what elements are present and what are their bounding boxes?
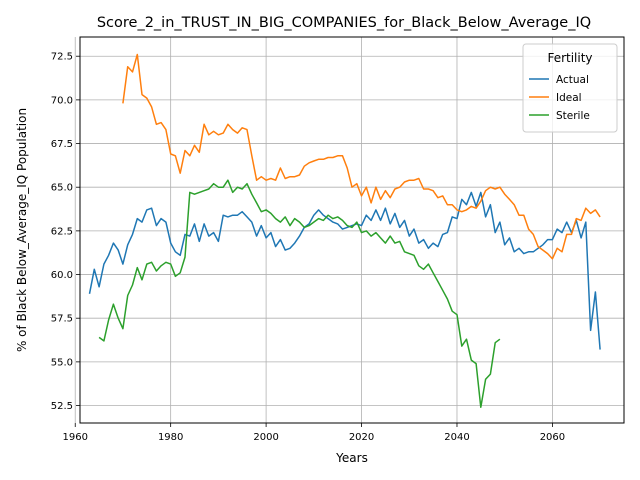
x-tick-label: 1980 <box>158 432 183 443</box>
legend-label-ideal: Ideal <box>556 92 582 104</box>
plot-frame <box>79 36 625 424</box>
series-line-actual <box>88 191 601 350</box>
legend-label-actual: Actual <box>556 74 589 86</box>
y-tick-label: 70.0 <box>51 95 73 106</box>
x-tick-label: 1960 <box>63 432 88 443</box>
data-series <box>88 53 601 409</box>
series-line-sterile <box>98 179 501 409</box>
series-line-ideal <box>122 53 601 260</box>
y-axis-label: % of Black Below_Average_IQ Population <box>15 108 29 352</box>
x-tick-label: 2020 <box>349 432 374 443</box>
x-tick-label: 2040 <box>444 432 469 443</box>
y-tick-label: 60.0 <box>51 270 73 281</box>
legend: Fertility Actual Ideal Sterile <box>522 43 618 133</box>
y-tick-label: 52.5 <box>51 401 73 412</box>
y-tick-label: 55.0 <box>51 357 73 368</box>
y-tick-label: 65.0 <box>51 183 73 194</box>
chart-title: Score_2_in_TRUST_IN_BIG_COMPANIES_for_Bl… <box>97 15 591 31</box>
x-axis-label: Years <box>335 451 368 465</box>
legend-title: Fertility <box>547 51 592 65</box>
y-tick-label: 67.5 <box>51 139 73 150</box>
y-tick-label: 62.5 <box>51 226 73 237</box>
y-tick-label: 57.5 <box>51 314 73 325</box>
grid-lines <box>74 37 624 423</box>
x-axis-ticks: 1960 1980 2000 2020 2040 2060 <box>63 423 565 443</box>
y-axis-ticks: 52.5 55.0 57.5 60.0 62.5 65.0 67.5 70.0 72.5 <box>51 52 80 412</box>
x-tick-label: 2000 <box>253 432 278 443</box>
legend-box <box>522 43 618 133</box>
y-tick-label: 72.5 <box>51 52 73 63</box>
x-tick-label: 2060 <box>540 432 565 443</box>
legend-label-sterile: Sterile <box>556 110 590 122</box>
